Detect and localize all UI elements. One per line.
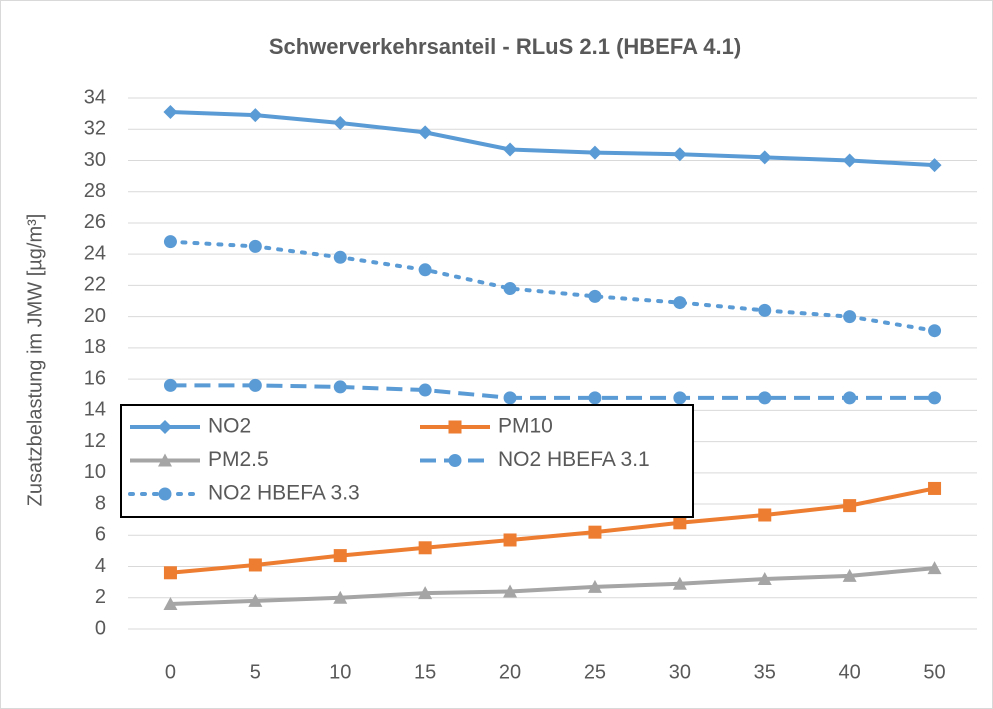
legend-label: NO2 HBEFA 3.1 [498,448,650,471]
x-tick-label: 50 [923,661,945,683]
data-point [758,303,772,317]
data-point [418,541,432,555]
y-tick-label: 2 [95,586,106,608]
legend-label: PM10 [498,415,553,438]
legend-box [120,404,694,518]
y-tick-label: 26 [84,211,106,233]
data-point [503,142,518,157]
data-point [672,576,687,590]
legend-label: NO2 HBEFA 3.3 [208,482,360,505]
chart-title: Schwerverkehrsanteil - RLuS 2.1 (HBEFA 4… [269,34,741,59]
y-tick-label: 0 [95,617,106,639]
data-point [163,566,177,580]
y-tick-label: 28 [84,180,106,202]
series-line [170,486,935,575]
data-point [587,145,602,160]
x-tick-label: 40 [839,661,861,683]
data-point [928,324,942,338]
data-point [333,380,347,394]
data-point [163,378,177,392]
y-tick-label: 14 [84,399,106,421]
series-line [170,383,935,400]
y-axis-label: Zusatzbelastung im JMW [µg/m³] [24,214,46,507]
data-point [757,572,772,586]
data-point [503,391,517,405]
data-point [418,383,432,397]
legend-label: NO2 [208,415,251,438]
legend-marker [448,454,462,467]
data-point [163,235,177,249]
legend-marker [448,420,462,434]
y-tick-label: 4 [95,555,106,577]
y-tick-label: 6 [95,524,106,546]
data-point [588,391,602,405]
data-point [673,296,687,310]
data-point [843,310,857,324]
data-point [843,391,857,405]
y-tick-label: 16 [84,367,106,389]
y-tick-label: 32 [84,118,106,140]
data-point [333,590,348,604]
data-point [418,263,432,277]
data-point [503,584,518,598]
data-point [757,150,772,165]
data-point [333,549,347,563]
y-tick-label: 18 [84,336,106,358]
data-point [842,568,857,582]
data-point [503,282,517,296]
x-tick-label: 20 [499,661,521,683]
y-tick-label: 10 [84,461,106,483]
data-point [842,153,857,168]
data-point [928,391,942,405]
data-point [248,239,262,253]
y-tick-label: 12 [84,430,106,452]
data-point [587,579,602,593]
series-line [170,566,935,607]
legend-marker [158,420,172,434]
x-tick-label: 0 [165,661,176,683]
data-point [672,147,687,162]
data-point [588,525,602,539]
data-point [843,499,857,513]
data-point [248,558,262,572]
legend-marker [158,487,172,501]
data-point [673,516,687,530]
x-tick-label: 15 [414,661,436,683]
data-point [418,125,433,140]
legend-marker [158,453,172,467]
data-point [927,561,942,575]
data-point [588,289,602,303]
data-point [673,391,687,405]
data-point [333,115,348,130]
y-tick-label: 8 [95,492,106,514]
data-point [248,593,263,607]
data-point [758,508,772,522]
data-point [927,158,942,173]
data-point [503,533,517,547]
y-tick-label: 30 [84,149,106,171]
data-point [163,597,178,611]
x-tick-label: 5 [250,661,261,683]
x-tick-label: 30 [669,661,691,683]
x-tick-label: 25 [584,661,606,683]
data-point [418,586,433,600]
data-point [248,378,262,392]
data-point [928,481,942,495]
data-point [758,391,772,405]
data-point [163,105,178,120]
x-tick-label: 10 [329,661,351,683]
x-tick-label: 35 [754,661,776,683]
legend-label: PM2.5 [208,448,269,471]
series-line [168,239,937,333]
y-tick-label: 22 [84,274,106,296]
data-point [333,250,347,264]
series-line [170,110,935,168]
y-tick-label: 24 [84,242,106,264]
y-tick-label: 20 [84,305,106,327]
y-tick-label: 34 [84,86,106,108]
data-point [248,108,263,123]
